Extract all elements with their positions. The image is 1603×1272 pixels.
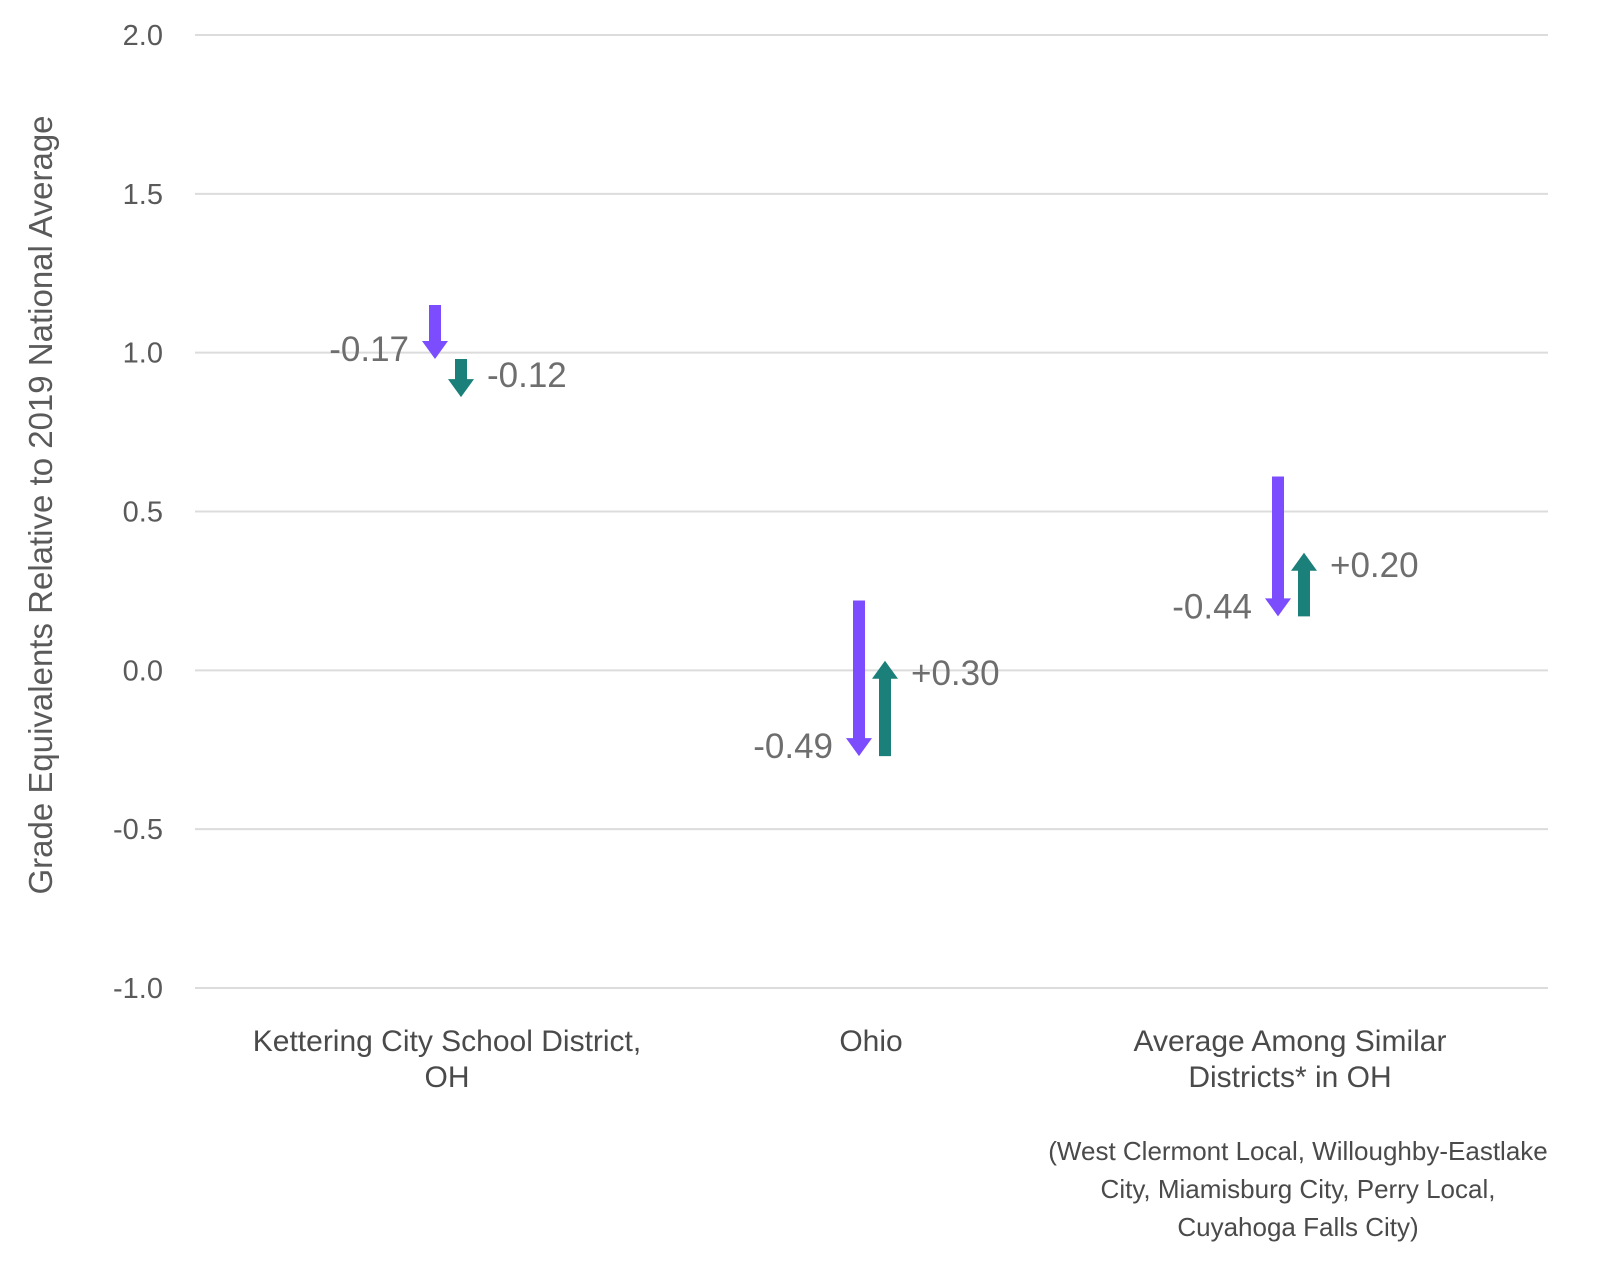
arrow-mark xyxy=(448,359,474,398)
arrows: -0.17 -0.49 -0.44 -0.12 +0.30 +0.20 xyxy=(329,305,1419,766)
arrow-mark xyxy=(422,305,448,360)
arrow-value-label: -0.44 xyxy=(1172,587,1252,626)
footnote-line: Cuyahoga Falls City) xyxy=(1177,1212,1418,1242)
arrow-value-label: +0.20 xyxy=(1330,546,1419,585)
arrow-mark xyxy=(846,600,872,757)
y-tick-label: 1.5 xyxy=(123,179,163,211)
footnote-line: (West Clermont Local, Willoughby-Eastlak… xyxy=(1048,1136,1547,1166)
y-tick-label: -1.0 xyxy=(113,973,163,1005)
y-tick-label: 0.0 xyxy=(123,655,163,687)
arrow-mark xyxy=(1265,476,1291,617)
y-tick-label: 0.5 xyxy=(123,497,163,529)
arrow-value-label: -0.49 xyxy=(753,727,833,766)
arrow-value-label: -0.17 xyxy=(329,330,409,369)
arrow-mark xyxy=(1291,552,1317,617)
category-label: Kettering City School District, xyxy=(253,1025,641,1058)
footnote-line: City, Miamisburg City, Perry Local, xyxy=(1101,1174,1496,1204)
category-label: Average Among Similar xyxy=(1134,1025,1447,1058)
arrow-value-label: -0.12 xyxy=(487,356,567,395)
y-axis-ticks: 2.0 1.5 1.0 0.5 0.0 -0.5 -1.0 xyxy=(113,20,163,1005)
footnote: (West Clermont Local, Willoughby-Eastlak… xyxy=(1048,1136,1547,1242)
y-tick-label: -0.5 xyxy=(113,814,163,846)
gridlines xyxy=(195,34,1548,989)
category-label: Ohio xyxy=(839,1025,902,1058)
y-axis-label: Grade Equivalents Relative to 2019 Natio… xyxy=(22,115,59,894)
arrow-value-label: +0.30 xyxy=(911,654,1000,693)
y-tick-label: 2.0 xyxy=(123,20,163,52)
category-label: Districts* in OH xyxy=(1188,1061,1391,1094)
category-label: OH xyxy=(425,1061,470,1094)
x-axis-categories: Kettering City School District,OH Ohio Ave… xyxy=(253,1025,1447,1094)
y-tick-label: 1.0 xyxy=(123,338,163,370)
arrow-mark xyxy=(872,660,898,757)
